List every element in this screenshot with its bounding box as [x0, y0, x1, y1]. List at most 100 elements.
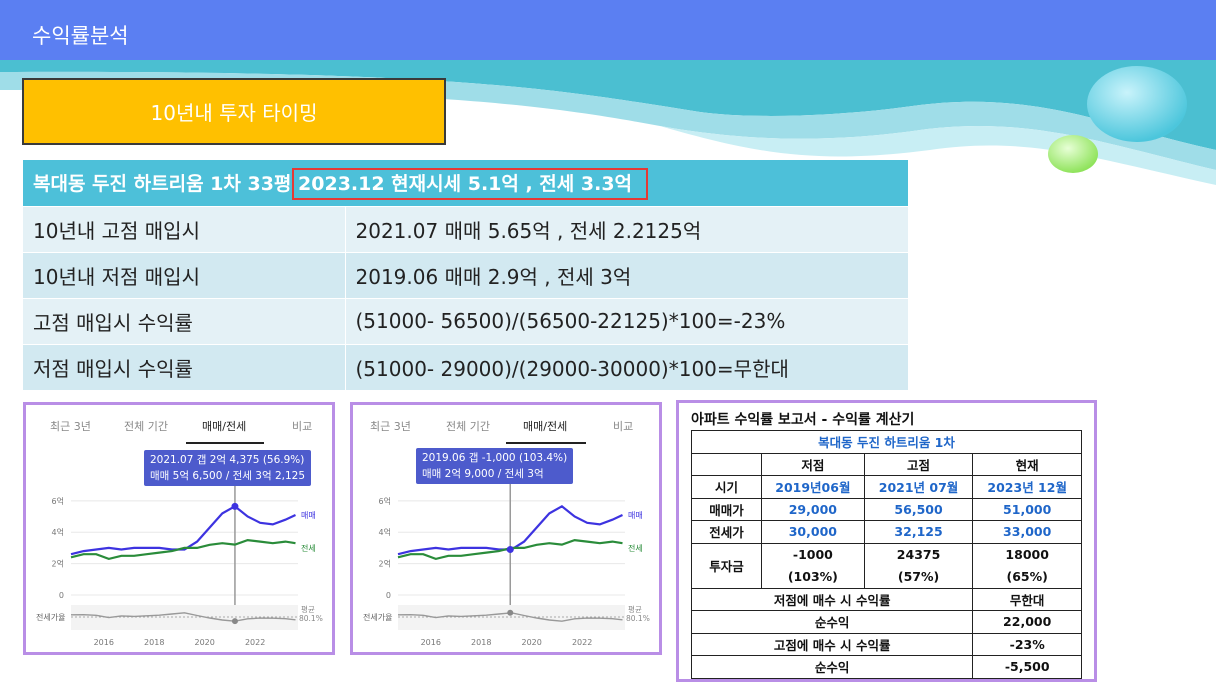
summary-value: 22,000	[972, 610, 1082, 634]
x-tick-label: 2020	[194, 638, 214, 647]
table-row: 매매가 29,000 56,500 51,000	[691, 497, 1082, 521]
cell-value: 2023년 12월	[972, 475, 1082, 499]
average-value: 80.1%	[299, 614, 323, 623]
report-table: 복대동 두진 하트리움 1차 저점 고점 현재 시기 2019년06월 2021…	[690, 430, 1082, 679]
banner-label: 10년내 투자 타이밍	[150, 101, 318, 125]
table-row: 고점 매입시 수익률 (51000- 56500)/(56500-22125)*…	[23, 298, 908, 345]
summary-value: 무한대	[972, 587, 1082, 611]
table-row: 저점 매입시 수익률 (51000- 29000)/(29000-30000)*…	[23, 344, 908, 391]
tab-all-period[interactable]: 전체 기간	[124, 420, 168, 433]
legend-sale: 매매	[628, 511, 643, 520]
cell-value: -1000	[761, 542, 865, 566]
sale-price-line	[70, 504, 296, 556]
ratio-line	[70, 612, 296, 622]
header-cell: 저점	[761, 452, 865, 476]
row-value: 2019.06 매매 2.9억 , 전세 3억	[345, 252, 908, 299]
tab-all-period[interactable]: 전체 기간	[446, 420, 490, 433]
row-value: 2021.07 매매 5.65억 , 전세 2.2125억	[345, 206, 908, 253]
ratio-label: 전세가율	[36, 612, 65, 622]
summary-label: 순수익	[690, 610, 974, 634]
report-title: 아파트 수익률 보고서 - 수익률 계산기	[691, 412, 915, 428]
x-tick-label: 2016	[94, 638, 114, 647]
row-label: 저점 매입시 수익률	[23, 344, 346, 391]
y-tick-label: 2억	[379, 559, 391, 569]
tab-recent-3y[interactable]: 최근 3년	[50, 420, 91, 433]
table-row: 10년내 고점 매입시 2021.07 매매 5.65억 , 전세 2.2125…	[23, 206, 908, 253]
blue-bubble-icon	[1087, 66, 1187, 142]
cell-value: 2019년06월	[761, 475, 865, 499]
x-tick-label: 2018	[471, 638, 491, 647]
y-tick-label: 0	[59, 591, 64, 600]
marker-dot	[506, 545, 514, 553]
active-tab-indicator	[186, 442, 264, 444]
row-value: (51000- 56500)/(56500-22125)*100=-23%	[345, 298, 908, 345]
table-row: 저점에 매수 시 수익률 무한대	[690, 587, 1082, 611]
header-cell: 고점	[863, 452, 974, 476]
average-label: 평균	[628, 604, 642, 614]
jeonse-price-line	[70, 538, 296, 561]
header-cell: 현재	[972, 452, 1082, 476]
cell-value: 29,000	[761, 497, 865, 521]
x-tick-label: 2016	[421, 638, 441, 647]
legend-sale: 매매	[301, 511, 316, 520]
y-tick-label: 4억	[379, 527, 391, 537]
page-title: 수익률분석	[32, 24, 129, 48]
ratio-marker-dot	[231, 618, 238, 625]
x-tick-label: 2022	[245, 638, 265, 647]
table-row: 순수익 22,000	[690, 610, 1082, 634]
row-label: 고점 매입시 수익률	[23, 298, 346, 345]
marker-dot	[231, 502, 239, 510]
ratio-marker-dot	[507, 609, 514, 616]
report-subtitle-row: 복대동 두진 하트리움 1차	[691, 430, 1082, 454]
summary-table: 복대동 두진 하트리움 1차 33평 2023.12 현재시세 5.1억 , 전…	[23, 160, 908, 391]
y-tick-label: 4억	[52, 527, 64, 537]
tooltip-line: 매매 2억 9,000 / 전세 3억	[422, 468, 544, 480]
y-tick-label: 6억	[379, 496, 391, 506]
tab-sale-jeonse[interactable]: 매매/전세	[523, 420, 568, 433]
legend-jeonse: 전세	[628, 543, 643, 553]
tab-recent-3y[interactable]: 최근 3년	[370, 420, 411, 433]
y-tick-label: 6억	[52, 496, 64, 506]
row-label: 10년내 저점 매입시	[23, 252, 346, 299]
header-bar: 수익률분석	[0, 0, 1216, 66]
summary-value: -23%	[972, 632, 1082, 656]
cell-value: 30,000	[761, 520, 865, 544]
cell-value: (103%)	[761, 565, 865, 589]
table-row: 전세가 30,000 32,125 33,000	[691, 520, 1082, 544]
x-tick-label: 2018	[144, 638, 164, 647]
summary-label: 저점에 매수 시 수익률	[690, 587, 974, 611]
property-name: 복대동 두진 하트리움 1차 33평	[33, 173, 292, 196]
table-row: 고점에 매수 시 수익률 -23%	[690, 632, 1082, 656]
cell-value: 18000	[972, 542, 1082, 566]
tooltip-line: 2019.06 갭 -1,000 (103.4%)	[422, 452, 568, 464]
chart-tabs: 최근 3년 전체 기간 매매/전세 비교	[353, 405, 659, 445]
table-row: 순수익 -5,500	[690, 655, 1082, 679]
cell-value: 2021년 07월	[863, 475, 974, 499]
chart-tabs: 최근 3년 전체 기간 매매/전세 비교	[26, 405, 332, 445]
cell-value: 24375	[863, 542, 974, 566]
return-report: 아파트 수익률 보고서 - 수익률 계산기 복대동 두진 하트리움 1차 저점 …	[676, 400, 1097, 682]
legend-jeonse: 전세	[301, 543, 316, 553]
average-value: 80.1%	[626, 614, 650, 623]
tooltip-line: 2021.07 갭 2억 4,375 (56.9%)	[150, 454, 305, 466]
tab-compare[interactable]: 비교	[613, 420, 634, 433]
report-header-row: 저점 고점 현재	[691, 452, 1082, 476]
y-tick-label: 0	[386, 591, 391, 600]
ratio-label: 전세가율	[363, 612, 392, 622]
row-label: 시기	[691, 475, 762, 499]
x-tick-label: 2020	[521, 638, 541, 647]
chart-panel-peak: 최근 3년 전체 기간 매매/전세 비교 6억 4억 2억 0 매매 전세 전세가율 평균 80…	[23, 402, 335, 655]
tab-compare[interactable]: 비교	[292, 420, 313, 433]
summary-value: -5,500	[972, 655, 1082, 679]
cell-value: 51,000	[972, 497, 1082, 521]
summary-table-header: 복대동 두진 하트리움 1차 33평 2023.12 현재시세 5.1억 , 전…	[23, 160, 908, 207]
tab-sale-jeonse[interactable]: 매매/전세	[202, 420, 247, 433]
table-row: 시기 2019년06월 2021년 07월 2023년 12월	[691, 475, 1082, 499]
x-tick-label: 2022	[572, 638, 592, 647]
current-price-highlight: 2023.12 현재시세 5.1억 , 전세 3.3억	[292, 168, 649, 201]
active-tab-indicator	[506, 442, 586, 444]
